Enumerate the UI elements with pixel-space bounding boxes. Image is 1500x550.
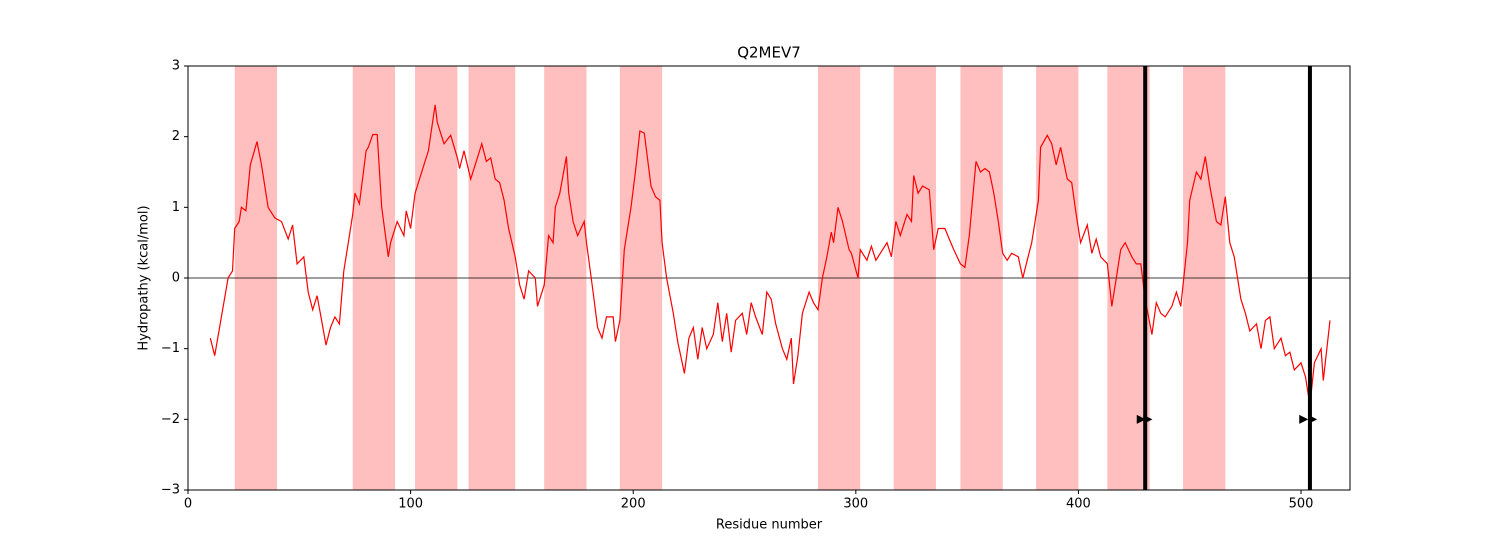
- x-tick-label: 300: [843, 497, 868, 512]
- marker: [1136, 414, 1146, 424]
- x-tick-label: 100: [398, 497, 423, 512]
- hydropathy-line: [209, 104, 1331, 406]
- y-tick-label: 2: [172, 129, 180, 144]
- chart-title: Q2MEV7: [737, 44, 801, 62]
- y-tick-label: 1: [172, 200, 180, 215]
- x-tick-label: 400: [1066, 497, 1091, 512]
- x-tick-label: 500: [1289, 497, 1314, 512]
- marker: [1299, 414, 1309, 424]
- y-tick-label: 3: [172, 59, 180, 74]
- x-tick-label: 0: [184, 497, 192, 512]
- y-tick-label: −2: [161, 412, 180, 427]
- y-axis-label: Hydropathy (kcal/mol): [137, 205, 152, 350]
- plot-area: 0 100 200 300 400 500 −3 −2 −1 0 1 2 3: [161, 59, 1351, 512]
- y-tick-label: −1: [161, 341, 180, 356]
- marker: [1308, 414, 1318, 424]
- x-tick-label: 200: [621, 497, 646, 512]
- y-tick-label: 0: [172, 271, 180, 286]
- marker: [1143, 414, 1153, 424]
- y-tick-label: −3: [161, 483, 180, 498]
- x-axis-label: Residue number: [716, 518, 823, 533]
